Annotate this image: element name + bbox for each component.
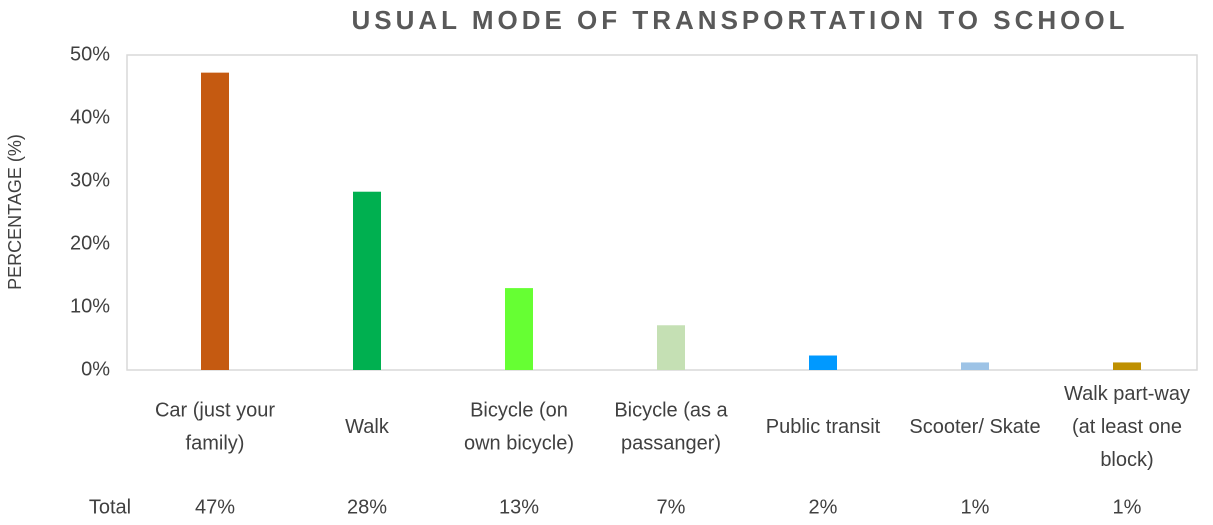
bar: [353, 191, 381, 370]
table-label: Total: [89, 496, 131, 518]
label-line: Car (just your: [155, 400, 275, 422]
value-label: 7%: [657, 496, 686, 518]
x-tick-label: Bicycle (as a passanger): [614, 400, 728, 455]
y-tick-label: 40%: [70, 106, 110, 128]
x-tick-label: Public transit: [766, 416, 881, 438]
bar: [961, 362, 989, 370]
label-line: own bicycle): [464, 433, 574, 455]
value-label: 2%: [809, 496, 838, 518]
plot-frame: [126, 54, 1198, 371]
y-tick-label: 0%: [81, 358, 110, 380]
bar: [505, 288, 533, 370]
bar: [201, 72, 229, 370]
x-tick-label: Scooter/ Skate: [909, 416, 1040, 438]
value-label: 1%: [961, 496, 990, 518]
y-tick-label: 50%: [70, 43, 110, 65]
y-tick-label: 10%: [70, 295, 110, 317]
y-tick-label: 20%: [70, 232, 110, 254]
value-label: 13%: [499, 496, 539, 518]
label-line: Walk part-way: [1064, 383, 1190, 405]
x-tick-label: Walk: [345, 416, 390, 438]
bar: [657, 325, 685, 370]
label-line: passanger): [621, 433, 721, 455]
label-line: Bicycle (on: [470, 400, 568, 422]
bar: [809, 355, 837, 370]
bar: [1113, 362, 1141, 370]
x-tick-label: Car (just your family): [155, 400, 275, 455]
label-line: (at least one: [1072, 416, 1182, 438]
label-line: Bicycle (as a: [614, 400, 728, 422]
value-label: 1%: [1113, 496, 1142, 518]
chart-title: USUAL MODE OF TRANSPORTATION TO SCHOOL: [352, 5, 1129, 35]
y-axis-label: PERCENTAGE (%): [5, 134, 25, 290]
label-line: Scooter/ Skate: [909, 416, 1040, 438]
value-label: 47%: [195, 496, 235, 518]
y-tick-label: 30%: [70, 169, 110, 191]
x-tick-label: Bicycle (on own bicycle): [464, 400, 574, 455]
label-line: block): [1100, 449, 1153, 471]
label-line: family): [186, 433, 245, 455]
label-line: Walk: [345, 416, 390, 438]
x-tick-label: Walk part-way (at least one block): [1064, 383, 1190, 471]
value-label: 28%: [347, 496, 387, 518]
label-line: Public transit: [766, 416, 881, 438]
